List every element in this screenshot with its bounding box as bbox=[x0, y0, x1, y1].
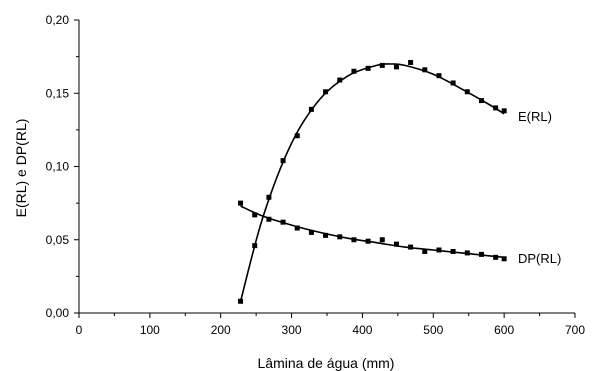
data-point-e-rl bbox=[337, 77, 343, 83]
data-point-e-rl bbox=[351, 68, 357, 74]
axes bbox=[78, 20, 575, 314]
x-tick-label: 700 bbox=[565, 323, 585, 337]
data-point-dp-rl bbox=[393, 241, 399, 247]
series-label-dp-rl: DP(RL) bbox=[518, 251, 561, 266]
fit-curve-e-rl bbox=[239, 63, 505, 302]
x-tick-label: 200 bbox=[211, 323, 231, 337]
series-e-rl bbox=[238, 59, 507, 304]
data-point-dp-rl bbox=[337, 234, 343, 240]
data-point-e-rl bbox=[478, 98, 484, 104]
data-point-dp-rl bbox=[501, 256, 507, 262]
data-point-dp-rl bbox=[252, 212, 258, 218]
series-dp-rl bbox=[238, 200, 507, 262]
series-layer bbox=[238, 59, 507, 304]
data-point-dp-rl bbox=[478, 251, 484, 257]
x-tick-label: 0 bbox=[76, 323, 83, 337]
data-point-dp-rl bbox=[238, 200, 244, 206]
fit-curve-dp-rl bbox=[240, 205, 505, 259]
data-point-dp-rl bbox=[464, 250, 470, 256]
y-tick-label: 0,15 bbox=[46, 86, 70, 100]
y-tick-label: 0,00 bbox=[46, 306, 70, 320]
data-point-e-rl bbox=[323, 89, 329, 95]
x-tick-label: 300 bbox=[282, 323, 302, 337]
x-axis-ticks: 0 100 200 300 400 500 600 700 bbox=[76, 313, 585, 337]
data-point-dp-rl bbox=[323, 232, 329, 238]
data-point-e-rl bbox=[365, 65, 371, 71]
x-tick-label: 600 bbox=[494, 323, 514, 337]
data-point-dp-rl bbox=[450, 248, 456, 254]
data-point-dp-rl bbox=[408, 244, 414, 250]
data-point-dp-rl bbox=[294, 225, 300, 231]
data-point-dp-rl bbox=[266, 216, 272, 222]
data-point-e-rl bbox=[464, 89, 470, 95]
data-point-dp-rl bbox=[493, 254, 499, 260]
data-point-e-rl bbox=[393, 64, 399, 70]
data-point-e-rl bbox=[280, 158, 286, 164]
data-point-dp-rl bbox=[280, 219, 286, 225]
y-axis-ticks: 0,00 0,05 0,10 0,15 0,20 bbox=[46, 13, 79, 320]
data-point-e-rl bbox=[501, 108, 507, 114]
x-tick-label: 100 bbox=[140, 323, 160, 337]
data-point-dp-rl bbox=[365, 238, 371, 244]
data-point-e-rl bbox=[408, 59, 414, 65]
data-point-dp-rl bbox=[436, 247, 442, 253]
y-tick-label: 0,05 bbox=[46, 233, 70, 247]
data-point-dp-rl bbox=[379, 237, 385, 243]
data-point-dp-rl bbox=[351, 237, 357, 243]
y-axis-title: E(RL) e DP(RL) bbox=[13, 119, 29, 218]
data-point-e-rl bbox=[308, 106, 314, 112]
data-point-e-rl bbox=[379, 62, 385, 68]
data-point-e-rl bbox=[450, 80, 456, 86]
data-point-e-rl bbox=[422, 67, 428, 73]
y-tick-label: 0,20 bbox=[46, 13, 70, 27]
x-axis-title: Lâmina de água (mm) bbox=[258, 355, 395, 371]
x-tick-label: 500 bbox=[423, 323, 443, 337]
data-point-e-rl bbox=[238, 298, 244, 304]
data-point-e-rl bbox=[493, 105, 499, 111]
y-tick-label: 0,10 bbox=[46, 160, 70, 174]
data-point-dp-rl bbox=[422, 248, 428, 254]
data-point-e-rl bbox=[294, 133, 300, 139]
series-label-e-rl: E(RL) bbox=[518, 109, 552, 124]
data-point-e-rl bbox=[266, 194, 272, 200]
data-point-e-rl bbox=[436, 73, 442, 79]
data-point-dp-rl bbox=[308, 229, 314, 235]
x-tick-label: 400 bbox=[352, 323, 372, 337]
data-point-e-rl bbox=[252, 243, 258, 249]
